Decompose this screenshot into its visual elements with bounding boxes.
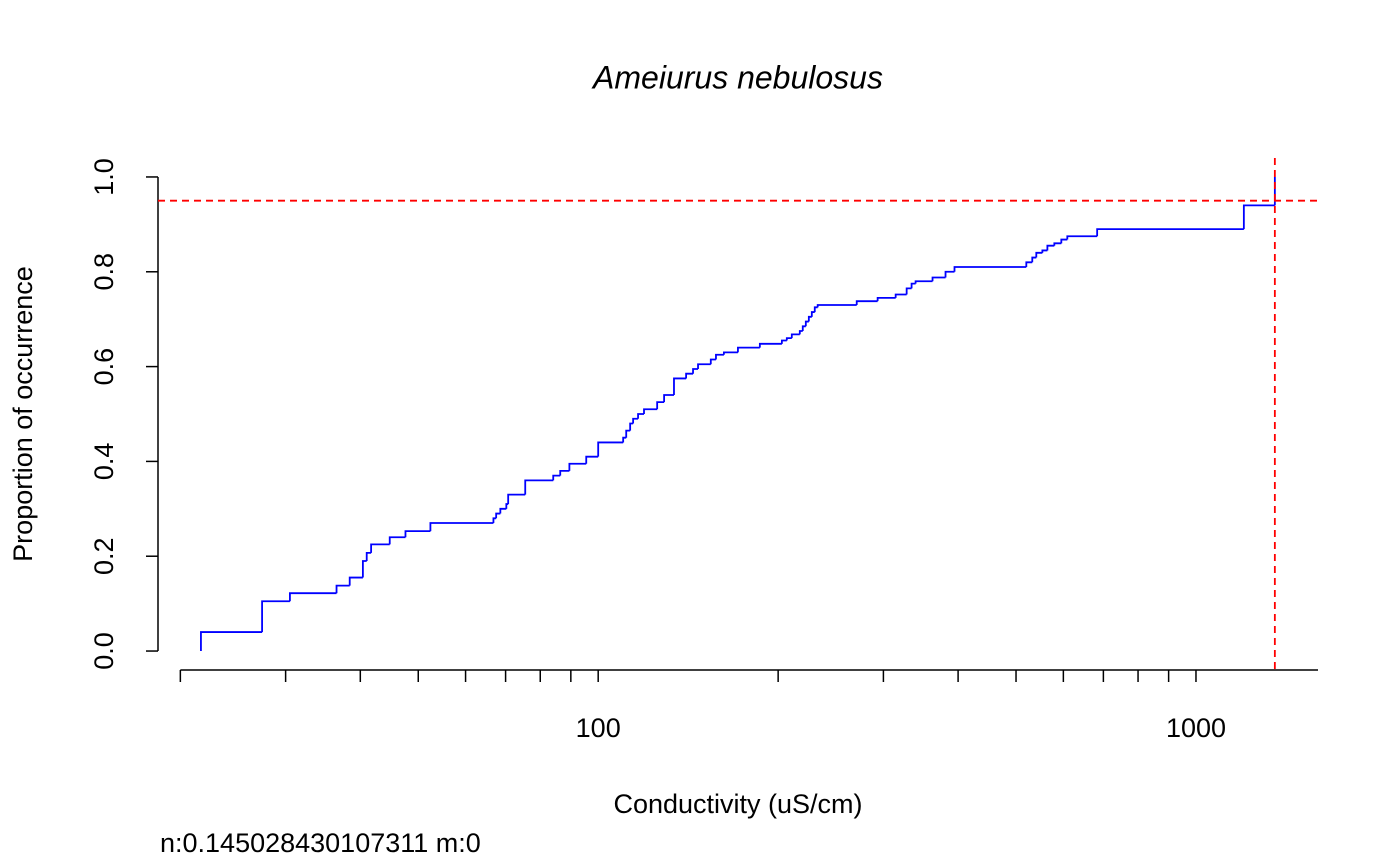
step-segment <box>944 270 955 278</box>
step-segment <box>597 441 624 457</box>
step-segment <box>370 543 390 553</box>
step-segment <box>622 436 627 443</box>
step-segment <box>1096 228 1244 237</box>
step-segment <box>625 429 631 438</box>
step-segment <box>492 517 497 524</box>
step-segment <box>200 631 263 652</box>
step-segment <box>1046 244 1055 251</box>
step-segment <box>524 479 554 495</box>
y-tick-label: 1.0 <box>89 158 119 196</box>
step-segment <box>643 408 658 414</box>
step-segment <box>1066 235 1098 240</box>
step-segment <box>495 512 501 519</box>
y-tick-label: 0.6 <box>89 348 119 386</box>
step-segment <box>404 530 431 538</box>
chart-title: Ameiurus nebulosus <box>591 59 883 95</box>
step-segment <box>499 507 507 514</box>
step-segment <box>816 304 857 308</box>
step-segment <box>1031 256 1037 263</box>
step-segment <box>335 584 350 594</box>
y-tick-label: 0.0 <box>89 632 119 670</box>
x-axis-label: Conductivity (uS/cm) <box>613 789 862 819</box>
step-segment <box>685 372 694 379</box>
step-segment <box>785 337 792 341</box>
step-segment <box>629 422 634 431</box>
y-tick-label: 0.8 <box>89 253 119 291</box>
step-segment <box>1060 238 1068 244</box>
step-segment <box>855 300 878 305</box>
step-segment <box>289 592 337 602</box>
y-axis-label: Proportion of occurrence <box>8 266 38 562</box>
step-segment <box>758 342 782 348</box>
step-segment <box>568 462 587 471</box>
y-tick-label: 0.4 <box>89 443 119 481</box>
step-segment <box>894 293 907 298</box>
step-segment <box>798 330 803 335</box>
step-segment <box>910 282 916 289</box>
footnote: n:0.145028430107311 m:0 <box>160 828 481 858</box>
step-segment <box>780 339 787 344</box>
step-segment <box>1242 204 1275 230</box>
step-segment <box>1053 242 1062 246</box>
step-segment <box>505 503 509 509</box>
step-segment <box>723 351 738 355</box>
step-segment <box>801 325 806 332</box>
step-segment <box>876 296 896 302</box>
x-tick-label: 1000 <box>1166 713 1226 743</box>
step-segment <box>810 311 815 317</box>
y-tick-label: 0.2 <box>89 537 119 575</box>
step-segment <box>737 346 760 353</box>
step-segment <box>804 320 809 327</box>
step-segment <box>709 358 716 365</box>
step-segment <box>632 417 639 424</box>
step-segment <box>692 368 699 374</box>
step-segment <box>656 401 665 410</box>
step-segment <box>697 363 711 369</box>
step-segment <box>388 536 406 545</box>
step-segment <box>813 306 818 313</box>
step-segment <box>348 576 363 586</box>
step-segment <box>953 266 1027 272</box>
step-segment <box>663 394 674 403</box>
step-segment <box>637 413 645 419</box>
step-segment <box>931 276 946 282</box>
step-segment <box>1025 261 1033 268</box>
step-segment <box>807 315 812 322</box>
step-segment <box>905 287 912 295</box>
step-segment <box>1041 249 1048 253</box>
step-segment <box>429 522 494 532</box>
step-segment <box>507 493 526 505</box>
step-segment <box>365 552 372 561</box>
step-segment <box>1035 251 1043 258</box>
step-segment <box>790 333 800 339</box>
step-segment <box>552 474 561 481</box>
step-segment <box>261 600 290 633</box>
step-segment <box>559 469 570 476</box>
step-segment <box>361 560 367 578</box>
step-segment <box>585 455 599 464</box>
step-segment <box>673 377 687 396</box>
step-segment <box>914 280 933 284</box>
x-tick-label: 100 <box>576 713 621 743</box>
step-segment <box>715 353 724 360</box>
